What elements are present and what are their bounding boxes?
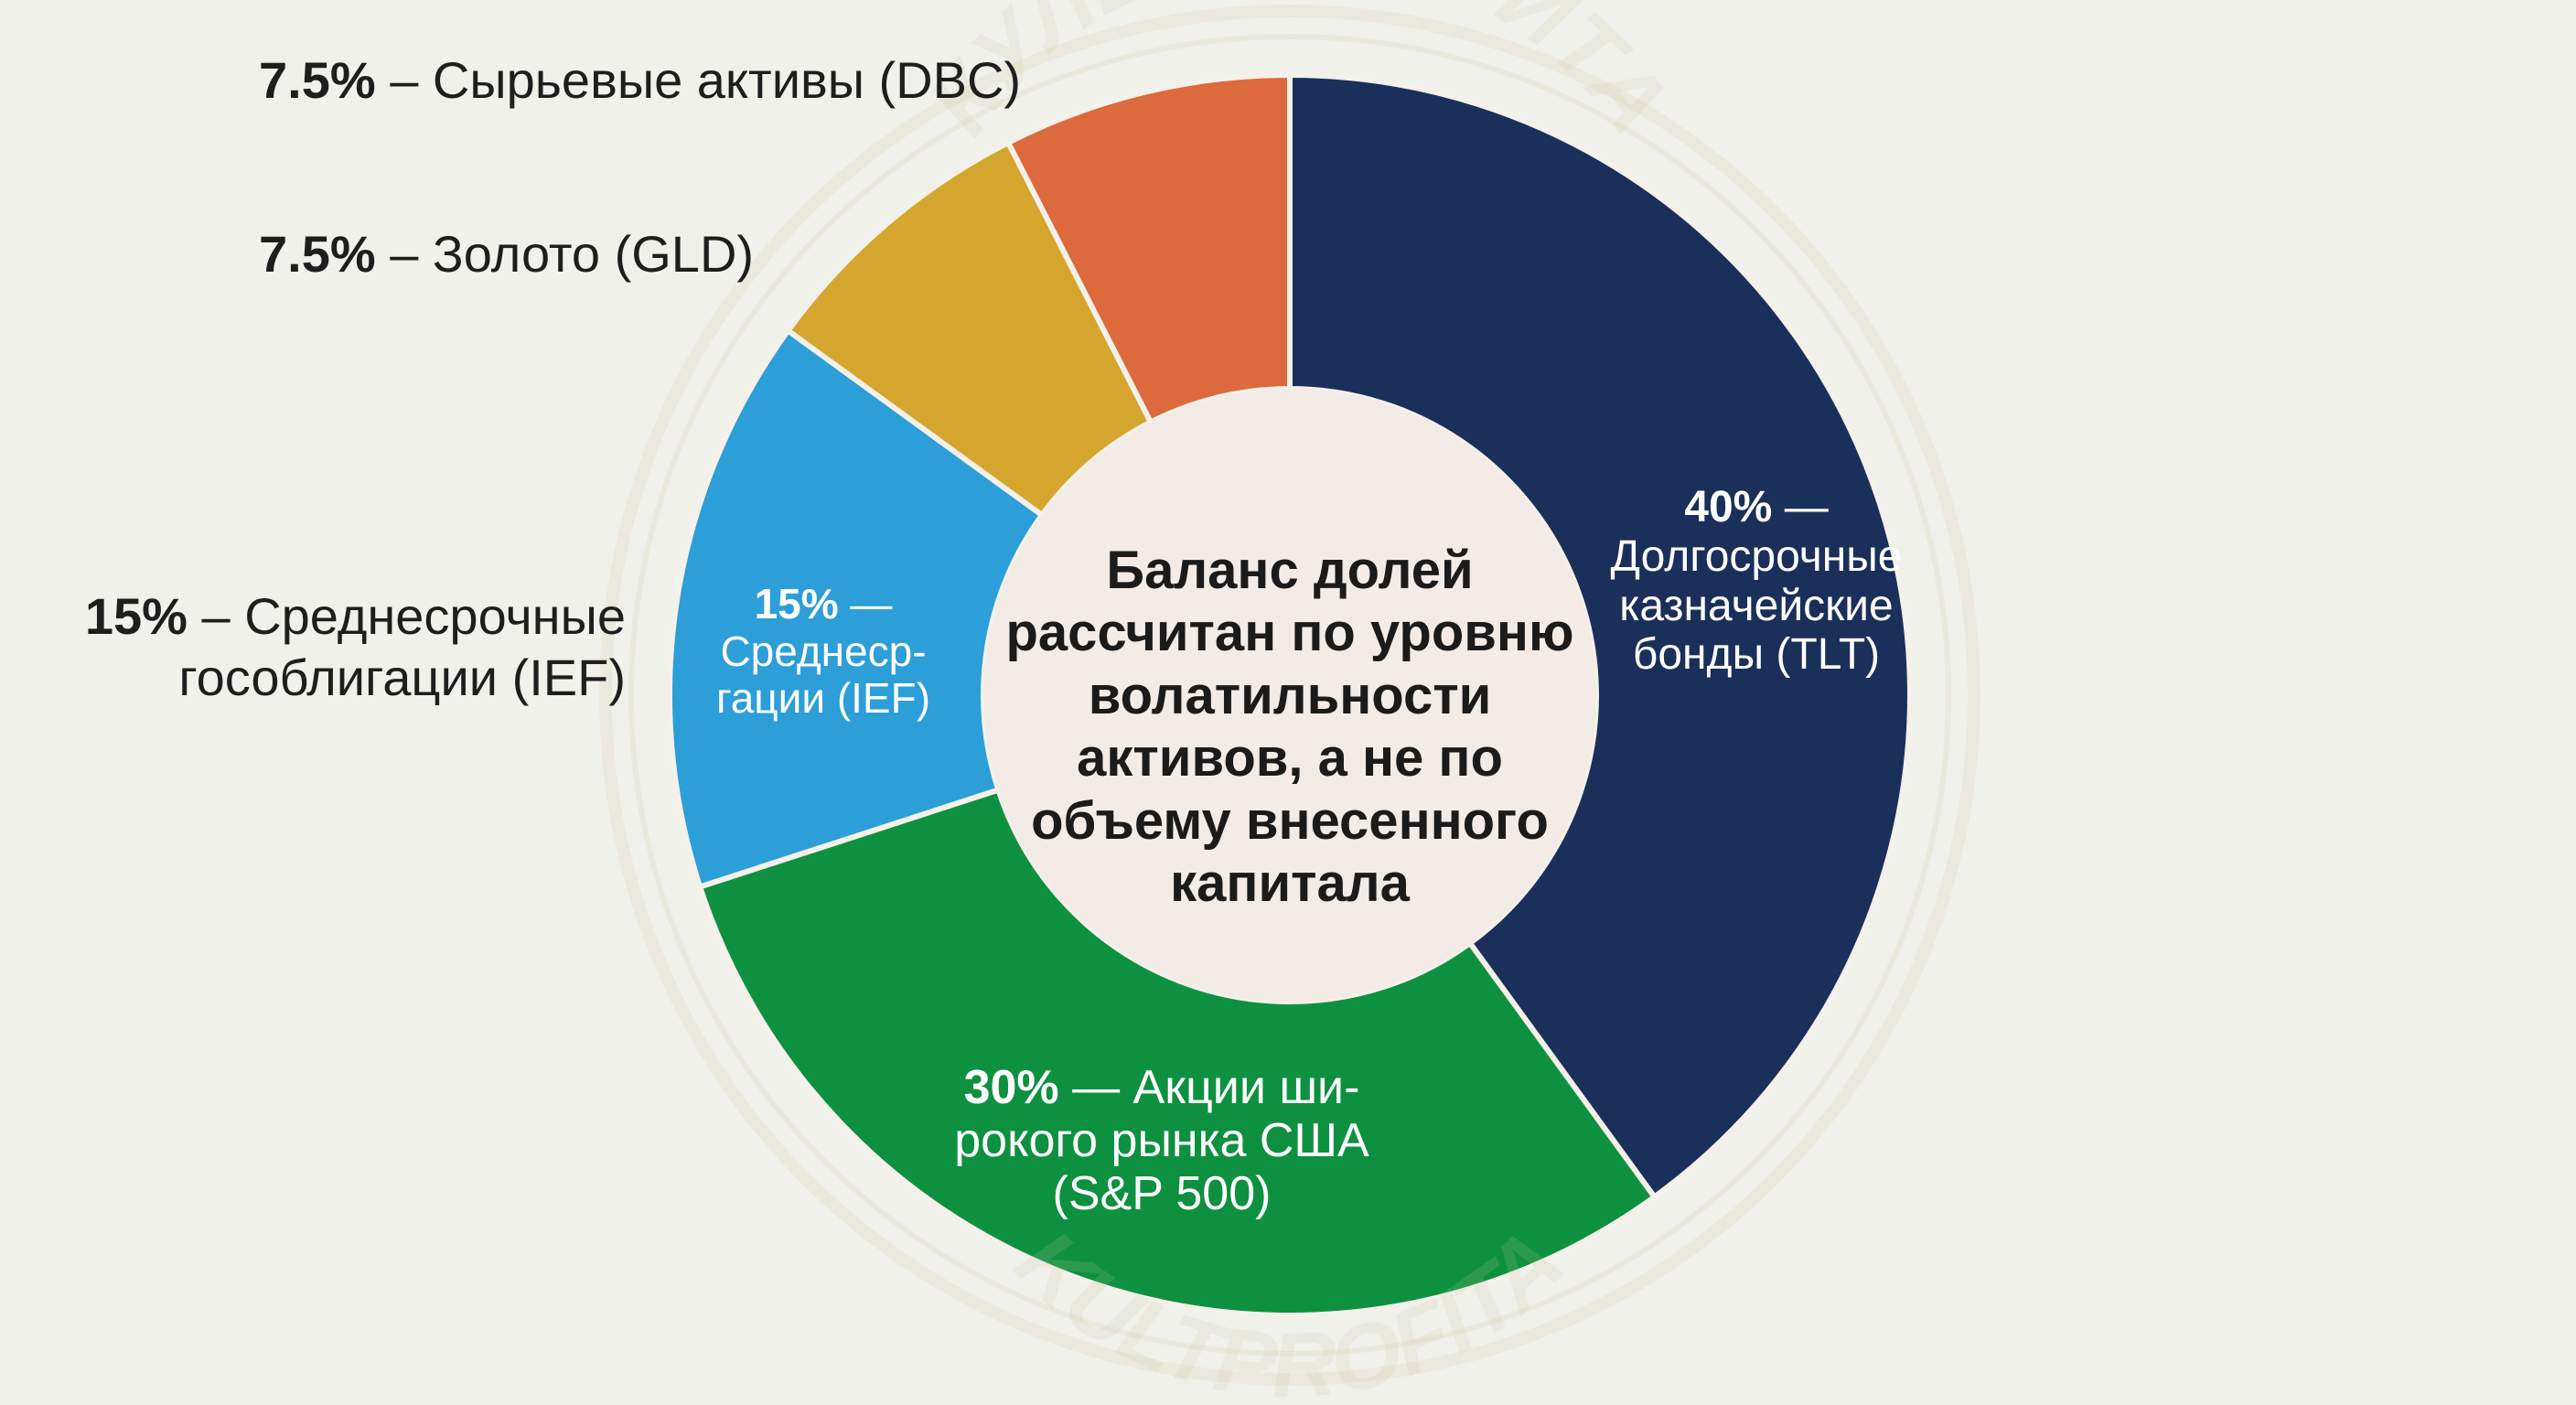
label-ief-pct: 15% (84, 587, 188, 645)
inner-label-ief-line2: Среднеср- (720, 627, 927, 675)
label-gld-text: – Золото (GLD) (390, 225, 755, 283)
slices-group (667, 71, 1913, 1318)
label-ief-outside: 15% – Среднесрочные гособлигации (IEF) (85, 585, 626, 708)
inner-label-tlt-line2: Долгосрочные (1610, 531, 1903, 581)
inner-label-tlt: 40% — Долгосрочные казначейские бонды (T… (1603, 483, 1910, 680)
inner-label-ief: 15% — Среднеср- гации (IEF) (695, 580, 951, 723)
inner-label-spx-line3: (S&P 500) (1052, 1167, 1272, 1221)
label-ief-text-2: гособлигации (IEF) (178, 649, 626, 707)
inner-label-tlt-line4: бонды (TLT) (1632, 630, 1881, 680)
inner-label-tlt-dash: — (1784, 483, 1829, 531)
inner-label-ief-pct: 15% (754, 580, 839, 627)
inner-label-spx: 30% — Акции ши- рокого рынка США (S&P 50… (951, 1061, 1372, 1221)
inner-label-tlt-pct: 40% (1684, 483, 1773, 531)
center-hole (983, 389, 1596, 1002)
inner-label-spx-line2: рокого рынка США (954, 1114, 1369, 1168)
inner-label-spx-text-1: — Акции ши- (1072, 1061, 1360, 1114)
center-text: Баланс долей рассчитан по уровню волатил… (1005, 541, 1574, 914)
label-dbc-text: – Сырьевые активы (DBC) (390, 51, 1022, 109)
label-ief-text-1: – Среднесрочные (201, 587, 626, 645)
inner-label-ief-dash: — (850, 580, 893, 627)
label-dbc-pct: 7.5% (259, 51, 376, 109)
label-gld: 7.5% – Золото (GLD) (259, 223, 754, 284)
label-gld-pct: 7.5% (259, 225, 376, 283)
label-dbc: 7.5% – Сырьевые активы (DBC) (259, 49, 1021, 111)
watermark-emblem (599, 5, 1980, 1386)
inner-label-tlt-line3: казначейские (1619, 581, 1894, 630)
inner-label-ief-line3: гации (IEF) (715, 674, 931, 723)
inner-label-spx-pct: 30% (963, 1061, 1059, 1114)
